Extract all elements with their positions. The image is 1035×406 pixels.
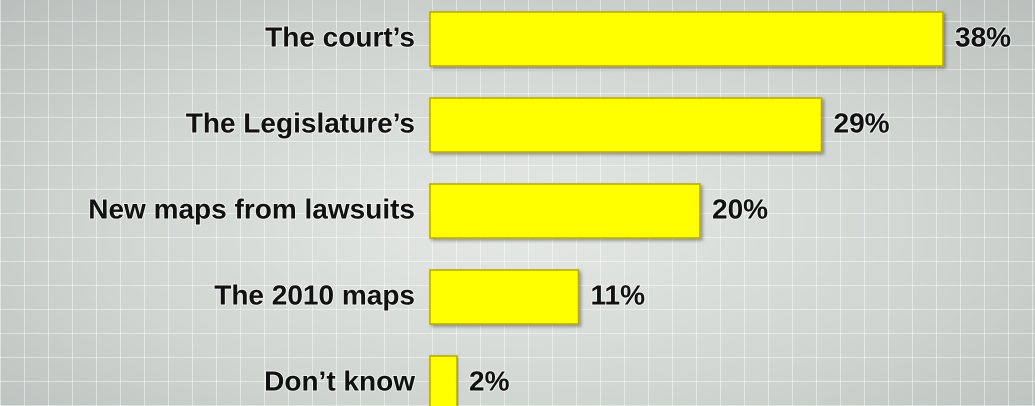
value-label: 29% [834,107,890,138]
category-label: New maps from lawsuits [88,193,415,224]
bar [429,183,701,239]
category-label: Don’t know [264,365,415,396]
category-label: The 2010 maps [214,279,415,310]
bar [429,97,823,153]
bar [429,11,944,67]
bar [429,269,580,325]
category-label: The Legislature’s [186,107,415,138]
value-label: 38% [955,21,1011,52]
bar [429,355,458,406]
value-label: 2% [469,365,510,396]
value-label: 20% [712,193,768,224]
category-label: The court’s [265,21,415,52]
value-label: 11% [591,279,646,310]
